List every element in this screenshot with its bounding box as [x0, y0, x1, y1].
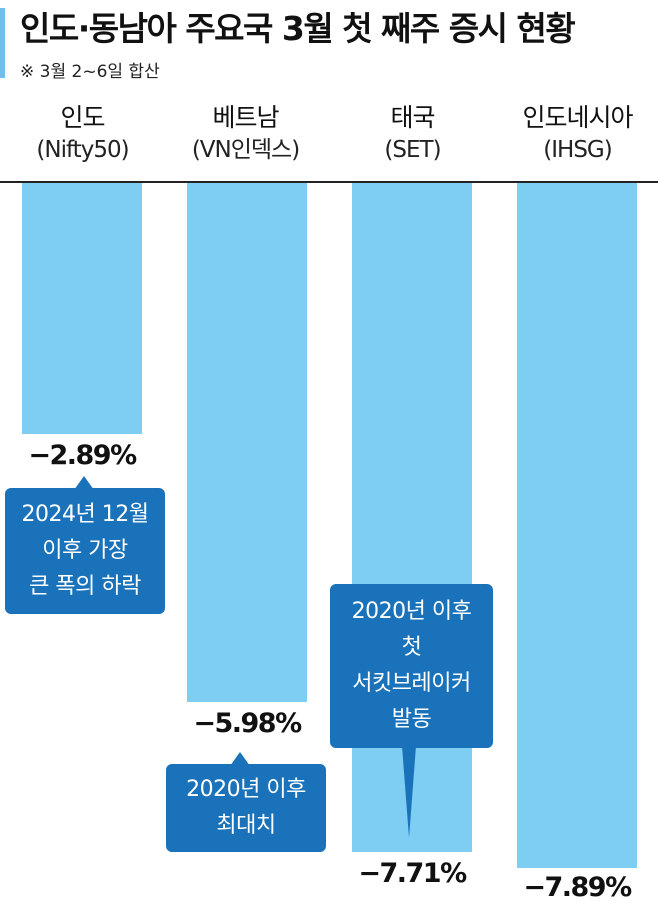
note-pointer-thailand — [402, 746, 416, 838]
category-name: 인도 — [60, 103, 105, 132]
bar-indonesia — [517, 183, 637, 868]
category-name: 인도네시아 — [522, 103, 633, 132]
category-name: 태국 — [390, 103, 435, 132]
note-line: 첫 — [401, 635, 422, 660]
index-name: (VN인덱스) — [191, 137, 300, 163]
index-name: (SET) — [384, 137, 441, 163]
chart-title: 인도·동남아 주요국 3월 첫 째주 증시 현황 — [20, 9, 576, 48]
note-line: 서킷브레이커 — [352, 671, 471, 696]
note-line: 2020년 이후 — [351, 599, 472, 624]
category-label-indonesia: 인도네시아 (IHSG) — [505, 102, 650, 166]
index-name: (Nifty50) — [36, 137, 129, 163]
note-thailand: 2020년 이후 첫 서킷브레이커 발동 — [330, 584, 493, 748]
note-line: 2024년 12월 — [21, 502, 149, 527]
zero-baseline — [0, 181, 658, 183]
note-line: 발동 — [391, 707, 432, 732]
category-label-india: 인도 (Nifty50) — [20, 102, 145, 166]
category-label-thailand: 태국 (SET) — [350, 102, 475, 166]
value-label-thailand: −7.71% — [358, 858, 467, 890]
bar-vietnam — [187, 183, 307, 703]
note-pointer-vietnam — [230, 752, 250, 766]
index-name: (IHSG) — [543, 137, 612, 163]
note-india: 2024년 12월 이후 가장 큰 폭의 하락 — [5, 488, 165, 614]
note-line: 큰 폭의 하락 — [29, 574, 141, 599]
note-line: 2020년 이후 — [186, 777, 306, 802]
note-line: 최대치 — [216, 813, 276, 838]
value-label-india: −2.89% — [28, 439, 137, 471]
title-accent-bar — [0, 8, 5, 78]
category-name: 베트남 — [212, 103, 279, 132]
note-pointer-india — [74, 476, 94, 490]
value-label-indonesia: −7.89% — [523, 872, 632, 903]
bar-india — [22, 183, 142, 434]
chart-subtitle: ※ 3월 2~6일 합산 — [20, 62, 160, 82]
category-label-vietnam: 베트남 (VN인덱스) — [178, 102, 313, 166]
note-line: 이후 가장 — [42, 538, 128, 563]
value-label-vietnam: −5.98% — [193, 708, 302, 740]
note-vietnam: 2020년 이후 최대치 — [166, 764, 326, 852]
